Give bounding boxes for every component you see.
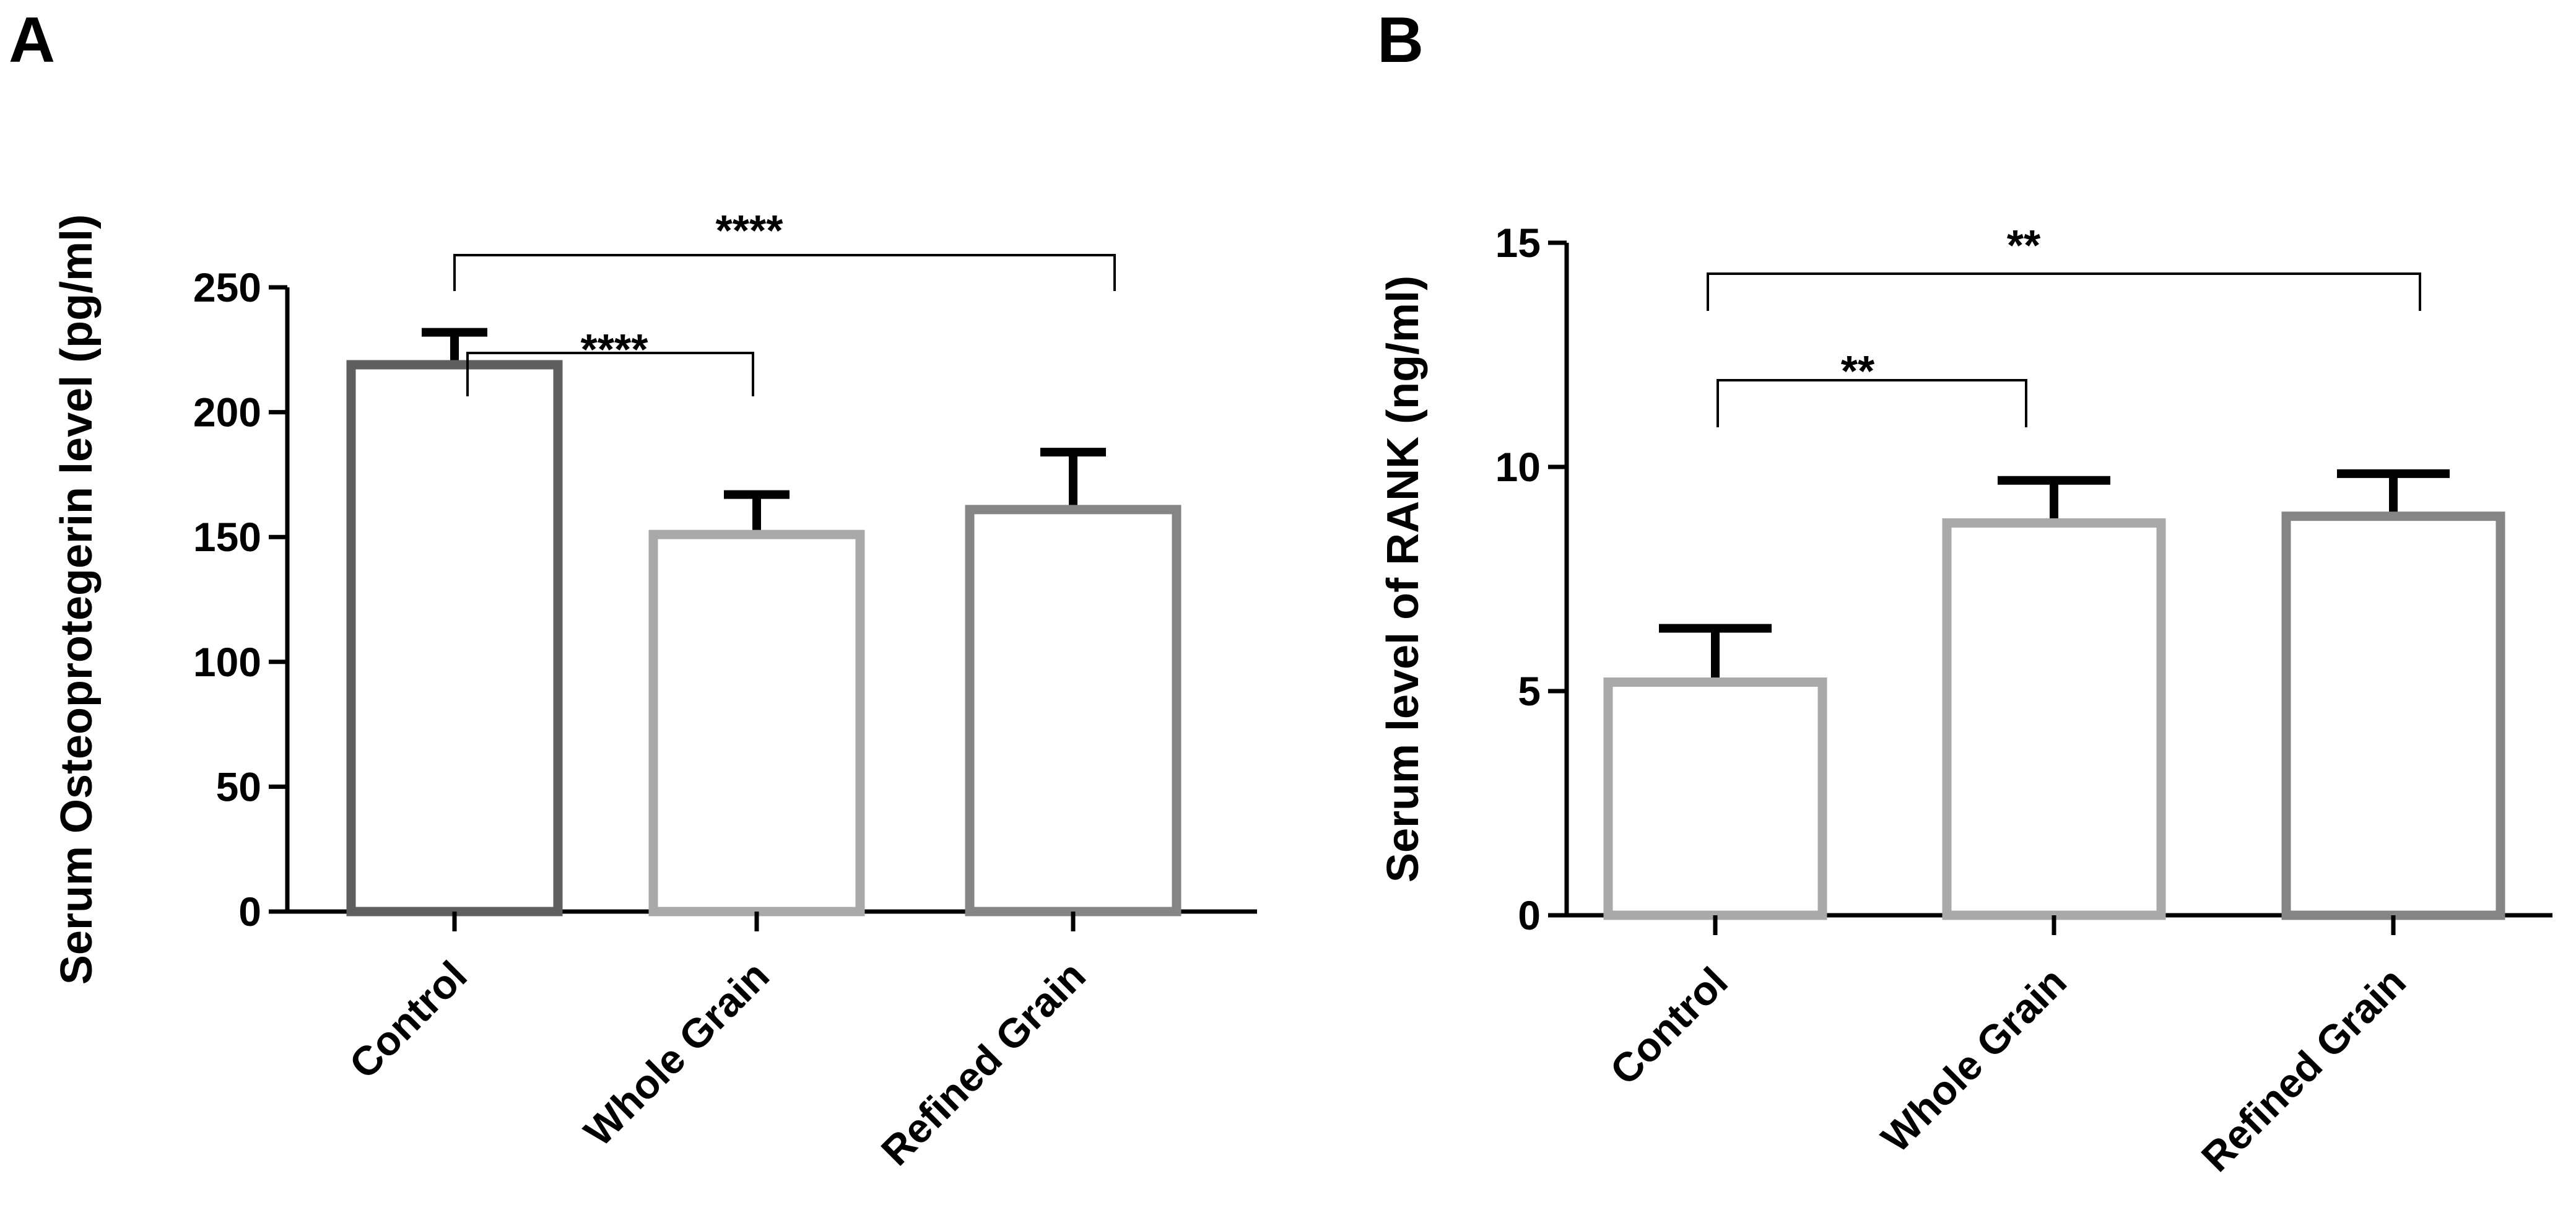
x-category-label: Control <box>1601 959 1736 1094</box>
y-tick-label: 100 <box>193 639 261 685</box>
bar <box>346 360 563 917</box>
y-tick-label: 10 <box>1495 444 1541 490</box>
bar <box>1942 518 2166 920</box>
bar <box>1603 677 1827 920</box>
y-axis-title: Serum level of RANK (ng/ml) <box>1378 276 1428 882</box>
significance-label: **** <box>716 206 784 255</box>
significance-label: ** <box>1841 347 1875 395</box>
y-tick-label: 15 <box>1495 220 1541 266</box>
panel-letter: A <box>9 4 55 76</box>
significance-bracket <box>1707 272 2421 311</box>
y-tick-label: 0 <box>1518 892 1541 938</box>
x-category-label: Refined Grain <box>872 952 1094 1174</box>
significance-bracket <box>453 254 1116 291</box>
bar <box>648 529 865 917</box>
y-tick-label: 50 <box>216 764 261 809</box>
panel-a-chart: A Serum Osteoprotegerin level (pg/ml) 0 50 1… <box>9 4 1257 1174</box>
y-tick-label: 0 <box>238 889 261 934</box>
panel-b-chart: B Serum level of RANK (ng/ml) 0 5 10 15 Contro… <box>1377 4 2552 1180</box>
bar <box>2281 512 2505 920</box>
significance-label: ** <box>2007 221 2041 269</box>
panel-letter: B <box>1377 4 1424 76</box>
x-category-label: Whole Grain <box>575 952 778 1155</box>
bar <box>965 505 1181 917</box>
y-tick-label: 200 <box>193 390 261 435</box>
x-category-label: Whole Grain <box>1873 959 2075 1161</box>
x-category-label: Control <box>341 952 476 1087</box>
significance-bracket <box>1717 379 2027 427</box>
significance-bracket <box>466 352 754 396</box>
y-tick-label: 150 <box>193 514 261 560</box>
y-axis-title: Serum Osteoprotegerin level (pg/ml) <box>52 214 102 985</box>
y-tick-label: 5 <box>1518 668 1541 714</box>
y-tick-label: 250 <box>193 264 261 310</box>
significance-label: **** <box>581 325 649 373</box>
x-category-label: Refined Grain <box>2193 959 2414 1180</box>
